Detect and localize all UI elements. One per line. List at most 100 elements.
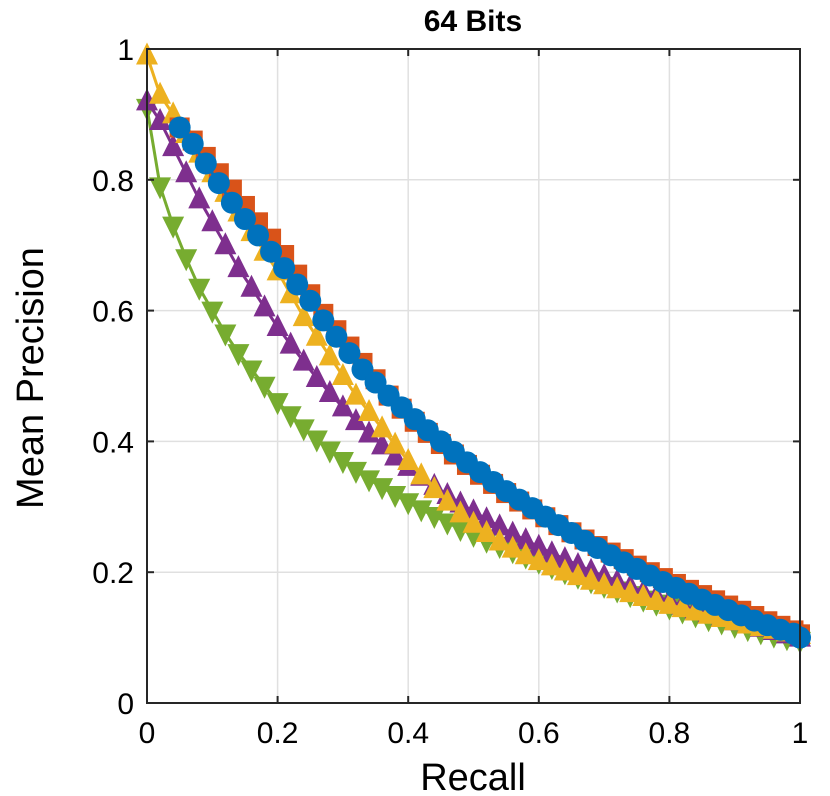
series-green-point — [410, 500, 433, 523]
series-green-point — [305, 430, 328, 453]
series-purple-point — [514, 527, 537, 550]
series-blue-point — [247, 224, 270, 247]
series-green-line — [145, 107, 801, 643]
series-yellow-point — [397, 448, 420, 471]
series-yellow-point — [305, 323, 328, 346]
series-green-point — [371, 478, 394, 501]
series-purple-point — [175, 160, 198, 183]
series-blue-point — [207, 172, 230, 195]
series-purple-point — [475, 506, 498, 529]
series-purple-point — [253, 294, 276, 317]
plot-series — [136, 42, 811, 654]
x-tick-label: 0.2 — [257, 717, 299, 750]
x-tick-label: 1 — [792, 717, 809, 750]
x-axis-label: Recall — [420, 757, 526, 796]
series-green-point — [188, 278, 211, 301]
series-blue-point — [286, 273, 309, 296]
series-yellow-point — [488, 528, 511, 551]
x-tick-label: 0.6 — [518, 717, 560, 750]
chart-title: 64 Bits — [424, 5, 522, 38]
y-tick-label: 0.8 — [92, 165, 134, 198]
series-yellow-point — [149, 81, 172, 104]
series-yellow-point — [358, 398, 381, 421]
series-blue — [168, 116, 811, 649]
series-blue-point — [181, 132, 204, 155]
series-purple-point — [227, 255, 250, 278]
series-yellow-point — [619, 580, 642, 603]
series-green-point — [201, 301, 224, 324]
series-blue-point — [168, 116, 191, 139]
series-purple-line — [145, 100, 801, 640]
series-green-point — [162, 216, 185, 239]
series-purple-point — [214, 232, 237, 255]
series-blue-point — [260, 240, 283, 263]
series-purple-point — [162, 134, 185, 157]
series-yellow-point — [684, 598, 707, 621]
series-yellow-point — [645, 587, 668, 610]
series-purple-point — [488, 513, 511, 536]
series-purple-point — [201, 209, 224, 232]
series-yellow-point — [632, 584, 655, 607]
series-purple-point — [331, 394, 354, 417]
series-blue-line — [178, 126, 801, 639]
series-yellow-point — [527, 548, 550, 571]
series-purple-point — [540, 540, 563, 563]
series-green-point — [318, 441, 341, 464]
series-green-point — [149, 177, 172, 200]
series-yellow-point — [593, 572, 616, 595]
series-green-point — [214, 324, 237, 347]
series-yellow-point — [410, 462, 433, 485]
series-green-point — [358, 470, 381, 493]
x-tick-label: 0.8 — [649, 717, 691, 750]
series-yellow-point — [553, 558, 576, 581]
series-blue-point — [299, 289, 322, 312]
series-green-point — [292, 419, 315, 442]
series-blue-point — [233, 208, 256, 231]
series-yellow-point — [423, 476, 446, 499]
series-purple-point — [462, 498, 485, 521]
series-purple-point — [553, 546, 576, 569]
series-green-point — [175, 249, 198, 272]
series-yellow-point — [580, 567, 603, 590]
series-purple-point — [266, 313, 289, 336]
series-green-point — [384, 486, 407, 509]
series-yellow-point — [475, 519, 498, 542]
series-yellow-point — [606, 576, 629, 599]
y-tick-label: 0.2 — [92, 557, 134, 590]
axis-ticks: 0 0.2 0.4 0.6 0.8 1 0 0.2 0.4 0.6 0.8 1 — [92, 34, 808, 750]
series-blue-point — [325, 325, 348, 348]
series-blue-point — [194, 152, 217, 175]
y-tick-label: 0.6 — [92, 296, 134, 329]
x-tick-label: 0.4 — [387, 717, 429, 750]
series-yellow-point — [540, 553, 563, 576]
series-yellow-point — [566, 563, 589, 586]
series-yellow-point — [292, 304, 315, 327]
series-purple-point — [149, 107, 172, 130]
series-blue-point — [220, 191, 243, 214]
series-yellow-point — [462, 510, 485, 533]
series-green-point — [449, 520, 472, 543]
series-yellow-point — [671, 595, 694, 618]
series-yellow-point — [514, 542, 537, 565]
series-purple-point — [188, 186, 211, 209]
series-purple-point — [384, 443, 407, 466]
series-purple-point — [527, 533, 550, 556]
y-tick-label: 1 — [117, 34, 134, 67]
series-purple-point — [318, 380, 341, 403]
series-yellow-point — [449, 500, 472, 523]
series-green-point — [253, 376, 276, 399]
series-green-point — [344, 461, 367, 484]
series-green-point — [266, 393, 289, 416]
series-blue-point — [338, 342, 361, 365]
y-tick-label: 0.4 — [92, 426, 134, 459]
series-yellow-point — [384, 431, 407, 454]
x-tick-label: 0 — [139, 717, 156, 750]
series-green-point — [423, 506, 446, 529]
plot-frame — [146, 48, 801, 704]
series-yellow-point — [318, 343, 341, 366]
y-axis-label: Mean Precision — [10, 247, 52, 509]
series-green-point — [397, 493, 420, 516]
series-purple-point — [279, 331, 302, 354]
series-purple-point — [501, 520, 524, 543]
